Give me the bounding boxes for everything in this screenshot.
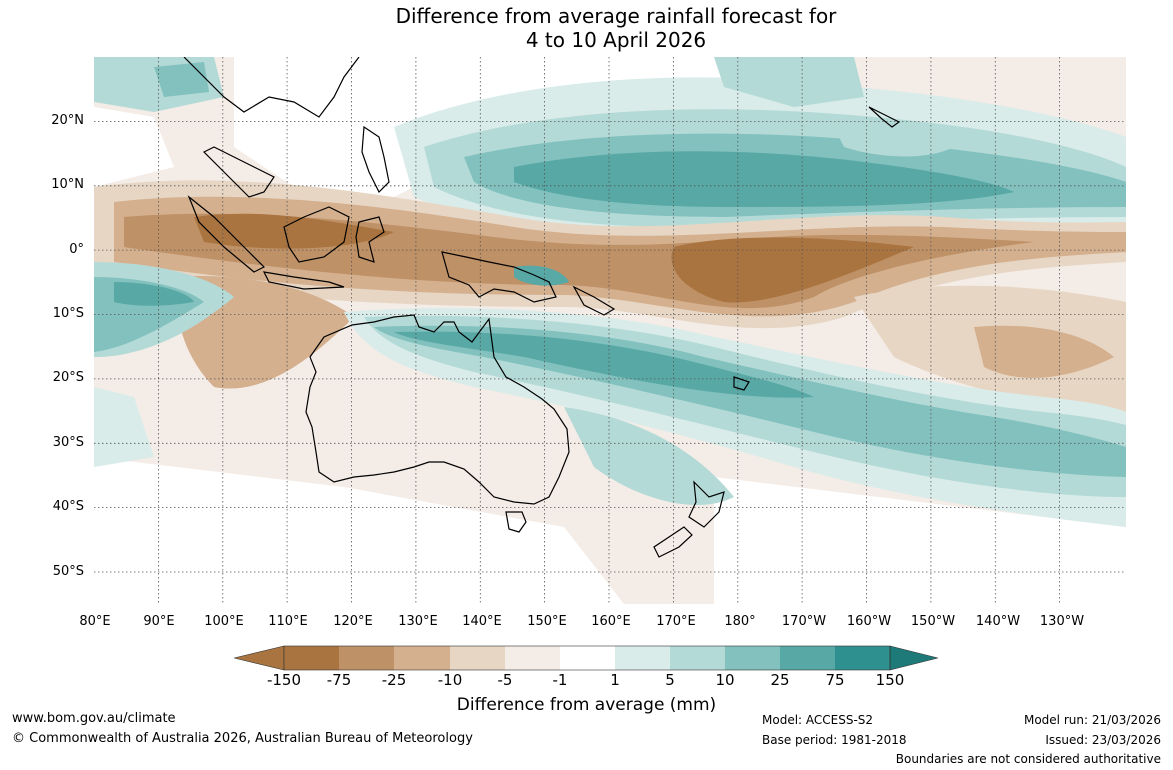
indochina-coastline: [202, 146, 275, 198]
lat-label-30s: 30°S: [52, 435, 84, 450]
colorbar-tick: -25: [381, 671, 407, 689]
colorbar-tick: -10: [437, 671, 463, 689]
rainfall-anomaly-map: [94, 57, 1126, 604]
map-title: Difference from average rainfall forecas…: [0, 4, 1173, 52]
lon-label-100e: 100°E: [204, 614, 244, 629]
dry-core-central-pacific: [671, 237, 914, 303]
asia-coastline: [183, 57, 360, 118]
coastlines: [183, 57, 901, 558]
colorbar-extend-max: [889, 645, 939, 671]
lon-label-170e: 170°E: [656, 614, 696, 629]
sumatra-coastline: [187, 195, 266, 273]
lat-label-10s: 10°S: [52, 306, 84, 321]
fiji-coastline: [733, 376, 750, 391]
colorbar-outline: [283, 645, 891, 671]
colorbar-tick: -5: [497, 671, 513, 689]
wet-west-core: [114, 282, 194, 306]
lat-label-equator: 0°: [69, 242, 84, 257]
colorbar-tick: -1: [552, 671, 568, 689]
colorbar-bin: [339, 646, 394, 670]
colorbar-bin: [450, 646, 505, 670]
australia-coastline: [305, 314, 570, 505]
neutral-zone-south: [94, 457, 624, 604]
wet-core-subtropical: [714, 57, 864, 107]
colorbar-tick: 10: [715, 671, 735, 689]
title-line-2: 4 to 10 April 2026: [525, 28, 707, 52]
lon-label-110e: 110°E: [268, 614, 308, 629]
wet-core-coral-sea: [514, 265, 569, 286]
lon-label-160w: 160°W: [846, 614, 892, 629]
lon-label-180: 180°: [724, 614, 756, 629]
colorbar-extend-min: [234, 645, 285, 671]
lon-label-140w: 140°W: [975, 614, 1021, 629]
colorbar-bin: [615, 646, 670, 670]
model-name: Model: ACCESS-S2: [762, 713, 874, 727]
java-coastline: [262, 271, 345, 290]
lon-label-130w: 130°W: [1039, 614, 1085, 629]
wet-tasman: [564, 407, 734, 506]
colorbar-tick: 25: [770, 671, 790, 689]
colorbar-tick: 5: [665, 671, 675, 689]
colorbar-bin: [780, 646, 835, 670]
lat-label-40s: 40°S: [52, 499, 84, 514]
colorbar-bin: [835, 646, 890, 670]
colorbar-bin: [560, 646, 615, 670]
title-line-1: Difference from average rainfall forecas…: [395, 4, 837, 28]
colorbar-tick: 1: [610, 671, 620, 689]
lon-label-150e: 150°E: [527, 614, 567, 629]
lon-label-80e: 80°E: [79, 614, 111, 629]
colorbar-tick: 150: [875, 671, 905, 689]
new-zealand-south-coastline: [653, 526, 693, 558]
lat-label-50s: 50°S: [52, 564, 84, 579]
lat-label-20s: 20°S: [52, 370, 84, 385]
colorbar-bin: [284, 646, 339, 670]
colorbar-bin: [505, 646, 560, 670]
lon-label-160e: 160°E: [591, 614, 631, 629]
borneo-coastline: [283, 206, 350, 263]
lat-label-10n: 10°N: [51, 177, 84, 192]
colorbar-tick: -75: [326, 671, 352, 689]
wet-southwest: [94, 387, 154, 467]
issued-date: Issued: 23/03/2026: [1045, 733, 1161, 747]
model-run-date: Model run: 21/03/2026: [1023, 713, 1161, 727]
copyright-text: © Commonwealth of Australia 2026, Austra…: [12, 731, 473, 746]
sulawesi-coastline: [355, 216, 385, 263]
tasmania-coastline: [505, 511, 527, 533]
colorbar-tick: -150: [266, 671, 302, 689]
colorbar-bin: [670, 646, 725, 670]
boundaries-disclaimer: Boundaries are not considered authoritat…: [895, 752, 1161, 766]
colorbar-label: Difference from average (mm): [456, 695, 717, 715]
lon-label-140e: 140°E: [462, 614, 502, 629]
colorbar: [234, 645, 939, 671]
new-guinea-coastline: [441, 251, 557, 303]
wet-northwest-core: [154, 62, 209, 97]
colorbar-bin: [394, 646, 450, 670]
lon-label-120e: 120°E: [333, 614, 373, 629]
colorbar-tick: 75: [825, 671, 845, 689]
lon-label-170w: 170°W: [781, 614, 827, 629]
colorbar-bin: [725, 646, 780, 670]
neutral-zone-west: [94, 107, 174, 187]
graticule: [94, 57, 1126, 604]
lat-label-20n: 20°N: [51, 113, 84, 128]
wet-band-south-core: [394, 331, 814, 398]
lon-label-150w: 150°W: [910, 614, 956, 629]
solomon-islands-coastline: [572, 285, 616, 316]
lon-label-90e: 90°E: [143, 614, 175, 629]
website-link[interactable]: www.bom.gov.au/climate: [12, 711, 176, 726]
wet-core-hawaii: [834, 123, 954, 157]
base-period: Base period: 1981-2018: [762, 733, 907, 747]
lon-label-130e: 130°E: [398, 614, 438, 629]
new-zealand-north-coastline: [688, 480, 725, 528]
hawaii-coastline: [868, 106, 901, 128]
dry-southeast-pacific: [974, 325, 1114, 378]
philippines-coastline: [361, 125, 390, 194]
wet-band-north-core: [514, 151, 1014, 207]
